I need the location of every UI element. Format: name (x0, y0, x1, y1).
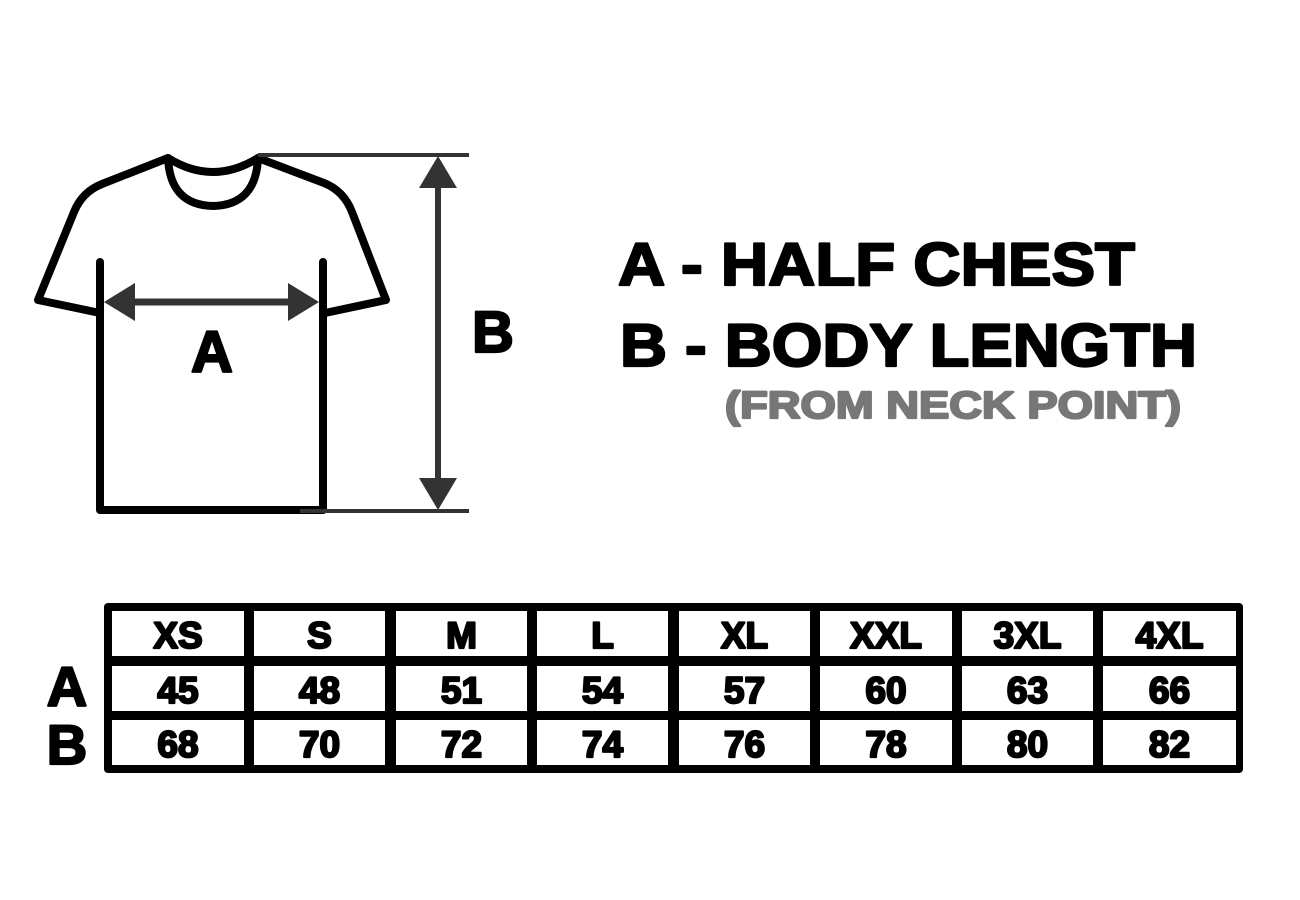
tshirt-outline (34, 154, 390, 317)
table-cell-header (254, 611, 385, 656)
arrow-b-bottom-head (419, 478, 457, 510)
table-cell-a (962, 666, 1093, 711)
measurement-value-b: 78 (865, 724, 906, 765)
measurement-value-a: 54 (582, 670, 624, 711)
table-cell-b (962, 720, 1093, 765)
size-header-cell: XXL (850, 615, 922, 656)
table-cell-a (254, 666, 385, 711)
measurement-value-b: 80 (1007, 724, 1048, 765)
legend-neck-point-note: (FROM NECK POINT) (725, 385, 1181, 427)
size-header-cell: 3XL (994, 615, 1062, 656)
table-cell-b (396, 720, 527, 765)
table-cell-header (396, 611, 527, 656)
size-header-cell: 4XL (1136, 615, 1204, 656)
row-label-b: B (47, 713, 87, 776)
arrow-b-top-head (419, 156, 457, 188)
tshirt-collar (164, 154, 262, 210)
measurement-value-a: 66 (1149, 670, 1190, 711)
table-cell-b (537, 720, 668, 765)
size-header-cell: M (446, 615, 477, 656)
label-a: A (191, 320, 233, 385)
arrow-a-left-head (104, 283, 135, 321)
tshirt-body (96, 258, 327, 514)
table-cell-header (537, 611, 668, 656)
table-cell-b (1103, 720, 1236, 765)
table-cell-a (396, 666, 527, 711)
label-b: B (472, 300, 514, 365)
table-cell-a (679, 666, 810, 711)
size-header-cell: XS (153, 615, 202, 656)
size-table: XS S M L XL XXL 3XL 4XL 45 48 51 54 57 60 63 66 68 70 72 74… (112, 611, 1236, 766)
measurement-value-b: 76 (724, 724, 765, 765)
table-cell-header (820, 611, 952, 656)
table-cell-a (1103, 666, 1236, 711)
measurement-value-a: 45 (157, 670, 198, 711)
measurement-value-b: 74 (582, 724, 624, 765)
measurement-value-a: 51 (441, 670, 482, 711)
measurement-guides (104, 153, 469, 513)
table-cell-a (112, 666, 244, 711)
table-cell-b (112, 720, 244, 765)
measurement-value-b: 72 (441, 724, 482, 765)
table-cell-header (679, 611, 810, 656)
table-cell-header (112, 611, 244, 656)
measurement-value-a: 63 (1007, 670, 1048, 711)
legend-body-length: B - BODY LENGTH (620, 312, 1197, 379)
measurement-value-a: 60 (865, 670, 906, 711)
size-header-cell: S (307, 615, 332, 656)
arrow-a-right-head (288, 283, 319, 321)
measurement-value-b: 70 (299, 724, 340, 765)
table-cell-a (820, 666, 952, 711)
table-cell-b (254, 720, 385, 765)
measurement-value-b: 68 (157, 724, 198, 765)
tshirt-icon (34, 154, 390, 514)
size-header-cell: XL (721, 615, 768, 656)
measurement-value-b: 82 (1149, 724, 1190, 765)
table-cell-header (1103, 611, 1236, 656)
size-header-cell: L (591, 615, 614, 656)
row-label-a: A (47, 655, 87, 718)
table-cell-header (962, 611, 1093, 656)
measurement-value-a: 48 (299, 670, 340, 711)
table-cell-b (679, 720, 810, 765)
table-cell-a (537, 666, 668, 711)
measurement-value-a: 57 (724, 670, 765, 711)
legend-half-chest: A - HALF CHEST (618, 231, 1135, 298)
table-cell-b (820, 720, 952, 765)
size-table-frame (104, 603, 1243, 773)
